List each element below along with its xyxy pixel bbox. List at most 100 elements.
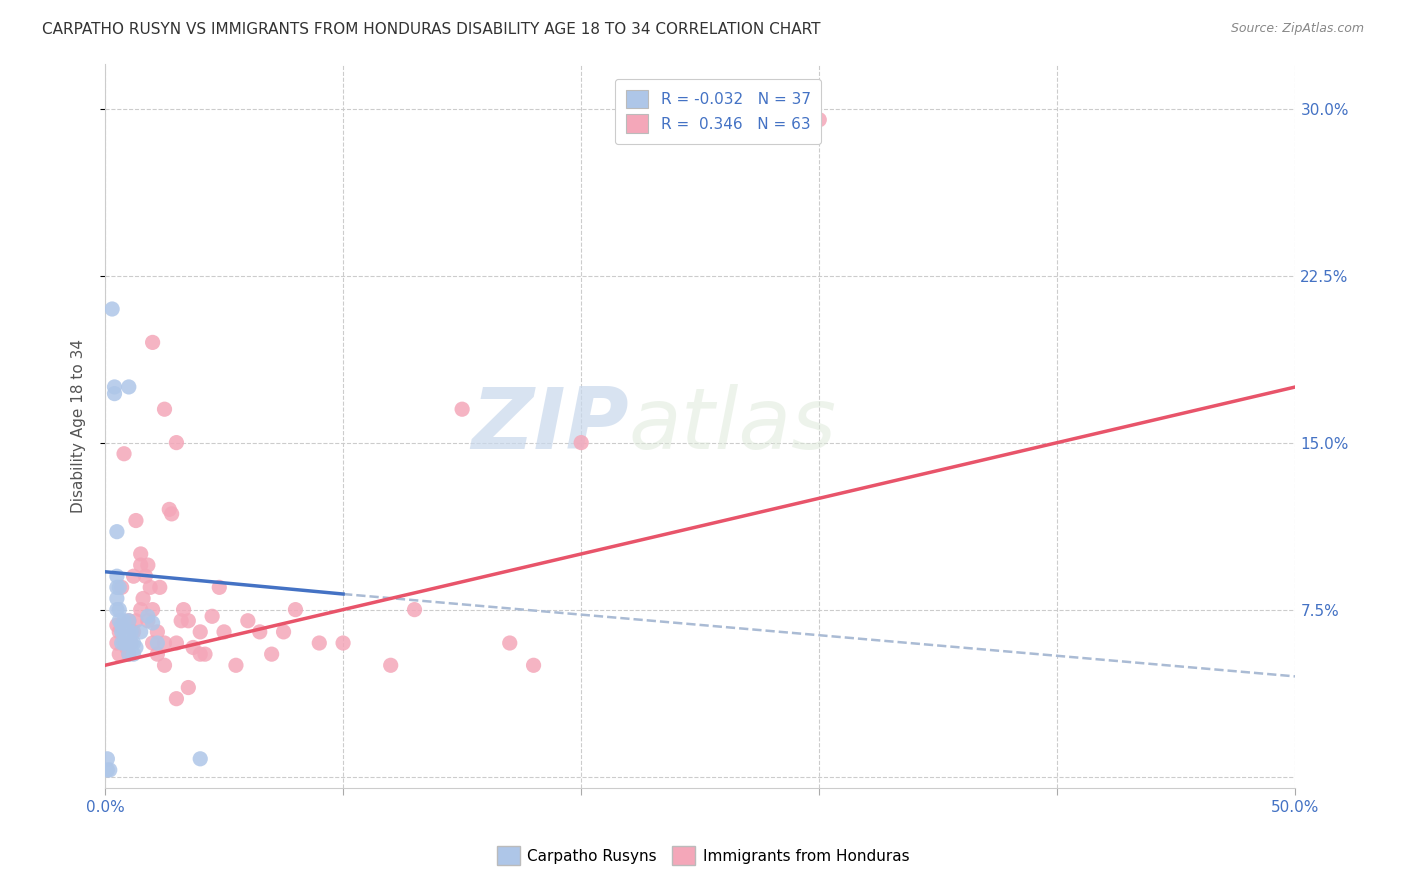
Point [101, 301, 124, 316]
Point [112, 636, 135, 650]
Point [146, 647, 169, 661]
Point [153, 402, 176, 417]
Point [808, 112, 831, 127]
Point [105, 569, 128, 583]
Point [165, 435, 187, 450]
Point [118, 614, 141, 628]
Point [129, 624, 152, 639]
Point [103, 386, 125, 401]
Point [105, 602, 128, 616]
Text: ZIP: ZIP [471, 384, 628, 467]
Point [569, 435, 592, 450]
Point [134, 569, 156, 583]
Point [118, 380, 141, 394]
Point [125, 640, 148, 655]
Point [122, 647, 145, 661]
Point [260, 647, 283, 661]
Point [212, 624, 235, 639]
Point [115, 636, 138, 650]
Point [96, 752, 118, 766]
Point [160, 507, 183, 521]
Point [142, 602, 165, 616]
Point [105, 524, 128, 539]
Point [177, 614, 200, 628]
Point [188, 624, 211, 639]
Point [165, 636, 187, 650]
Point [273, 624, 295, 639]
Point [111, 636, 134, 650]
Text: CARPATHO RUSYN VS IMMIGRANTS FROM HONDURAS DISABILITY AGE 18 TO 34 CORRELATION C: CARPATHO RUSYN VS IMMIGRANTS FROM HONDUR… [42, 22, 821, 37]
Point [120, 636, 142, 650]
Point [118, 636, 141, 650]
Point [112, 624, 135, 639]
Point [132, 591, 155, 606]
Point [115, 640, 138, 655]
Point [105, 618, 128, 632]
Point [165, 691, 187, 706]
Point [111, 624, 134, 639]
Point [122, 624, 145, 639]
Point [146, 636, 169, 650]
Point [108, 647, 131, 661]
Point [177, 681, 200, 695]
Point [208, 580, 231, 594]
Point [112, 447, 135, 461]
Point [201, 609, 224, 624]
Point [105, 580, 128, 594]
Point [136, 614, 159, 628]
Point [451, 402, 474, 417]
Point [157, 502, 180, 516]
Point [136, 558, 159, 572]
Point [108, 624, 131, 639]
Point [149, 580, 172, 594]
Point [111, 618, 134, 632]
Point [108, 614, 131, 628]
Point [170, 614, 193, 628]
Point [284, 602, 307, 616]
Point [118, 614, 141, 628]
Point [125, 514, 148, 528]
Point [142, 636, 165, 650]
Point [404, 602, 426, 616]
Point [122, 636, 145, 650]
Point [236, 614, 259, 628]
Point [308, 636, 330, 650]
Point [108, 580, 131, 594]
Point [111, 580, 134, 594]
Point [153, 658, 176, 673]
Point [188, 752, 211, 766]
Point [122, 569, 145, 583]
Point [96, 763, 118, 777]
Point [118, 647, 141, 661]
Y-axis label: Disability Age 18 to 34: Disability Age 18 to 34 [72, 339, 86, 513]
Point [194, 647, 217, 661]
Point [108, 602, 131, 616]
Point [380, 658, 402, 673]
Point [142, 335, 165, 350]
Point [120, 636, 142, 650]
Legend: Carpatho Rusyns, Immigrants from Honduras: Carpatho Rusyns, Immigrants from Hondura… [491, 840, 915, 871]
Point [129, 547, 152, 561]
Point [146, 624, 169, 639]
Point [142, 615, 165, 630]
Point [118, 624, 141, 639]
Point [118, 647, 141, 661]
Point [188, 647, 211, 661]
Text: atlas: atlas [628, 384, 837, 467]
Point [129, 602, 152, 616]
Point [103, 380, 125, 394]
Point [129, 558, 152, 572]
Legend: R = -0.032   N = 37, R =  0.346   N = 63: R = -0.032 N = 37, R = 0.346 N = 63 [614, 78, 821, 144]
Point [249, 624, 271, 639]
Point [139, 580, 162, 594]
Point [499, 636, 522, 650]
Text: Source: ZipAtlas.com: Source: ZipAtlas.com [1230, 22, 1364, 36]
Point [173, 602, 195, 616]
Point [181, 640, 204, 655]
Point [136, 609, 159, 624]
Point [105, 636, 128, 650]
Point [522, 658, 544, 673]
Point [120, 624, 142, 639]
Point [225, 658, 247, 673]
Point [112, 636, 135, 650]
